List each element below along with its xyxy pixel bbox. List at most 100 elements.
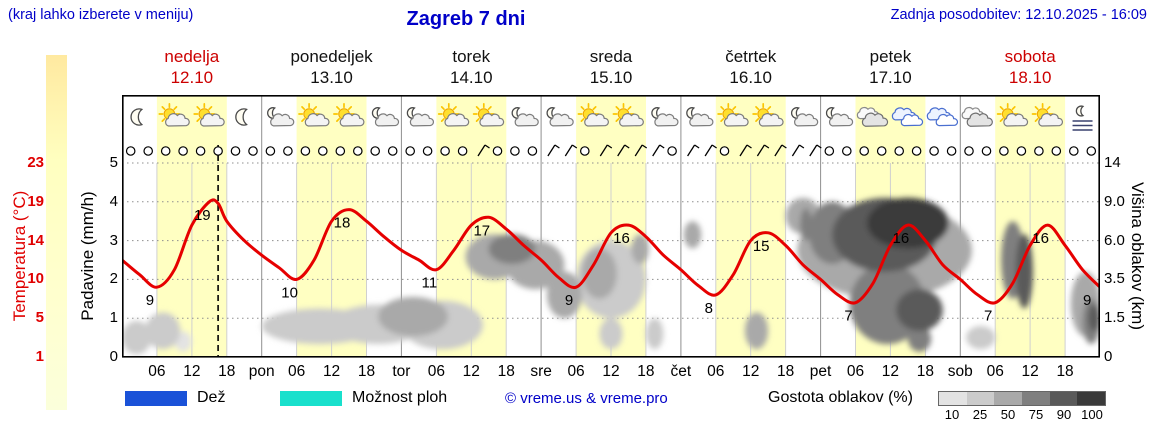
day-name: petek bbox=[869, 47, 912, 66]
x-hour-label: 06 bbox=[148, 363, 166, 380]
cloud-density-label: Gostota oblakov (%) bbox=[768, 389, 913, 406]
weather-icon bbox=[130, 108, 144, 126]
wind-calm-symbol bbox=[964, 146, 974, 156]
weather-icon bbox=[651, 107, 679, 127]
weather-icon bbox=[577, 103, 609, 127]
wind-calm-symbol bbox=[667, 146, 677, 156]
day-date: 14.10 bbox=[450, 68, 493, 87]
temperature-value-label: 11 bbox=[422, 275, 438, 292]
x-hour-label: 18 bbox=[777, 363, 795, 380]
wind-calm-symbol bbox=[422, 146, 433, 156]
wind-calm-symbol bbox=[230, 146, 241, 156]
day-name: ponedeljek bbox=[290, 47, 373, 66]
cloud-tick: 0 bbox=[1104, 348, 1113, 365]
precip-tick: 4 bbox=[109, 192, 118, 210]
wind-calm-symbol bbox=[178, 146, 188, 156]
copyright-link[interactable]: © vreme.us & vreme.pro bbox=[505, 390, 668, 407]
day-date: 18.10 bbox=[1008, 68, 1052, 87]
wind-calm-symbol bbox=[946, 146, 957, 156]
wind-calm-symbol bbox=[824, 146, 835, 156]
wind-calm-symbol bbox=[894, 146, 904, 156]
temperature-value-label: 9 bbox=[1083, 292, 1091, 309]
temperature-value-label: 9 bbox=[146, 292, 154, 309]
temperature-value-label: 10 bbox=[281, 284, 298, 301]
weather-icon bbox=[1031, 103, 1064, 127]
day-name: nedelja bbox=[164, 47, 220, 66]
wind-calm-symbol bbox=[387, 146, 398, 156]
weather-icon bbox=[891, 107, 924, 127]
x-day-label: sob bbox=[947, 363, 973, 380]
x-day-label: tor bbox=[392, 363, 411, 380]
wind-calm-symbol bbox=[213, 146, 223, 156]
wind-barb-symbol bbox=[774, 144, 787, 157]
wind-calm-symbol bbox=[1086, 146, 1097, 156]
density-scale-segment bbox=[1022, 392, 1050, 405]
x-hour-label: 06 bbox=[427, 363, 445, 380]
wind-calm-symbol bbox=[1016, 146, 1027, 156]
density-scale-segment bbox=[939, 392, 967, 405]
weather-icon bbox=[158, 103, 190, 127]
weather-icon bbox=[333, 103, 365, 127]
x-hour-label: 18 bbox=[497, 363, 515, 380]
temperature-value-label: 16 bbox=[893, 230, 910, 247]
wind-calm-symbol bbox=[981, 146, 992, 156]
wind-calm-symbol bbox=[405, 146, 415, 156]
precip-tick: 1 bbox=[109, 309, 118, 327]
weather-icon bbox=[511, 107, 539, 127]
weather-icon bbox=[546, 107, 574, 127]
wind-calm-symbol bbox=[457, 146, 468, 156]
temperature-value-label: 7 bbox=[844, 308, 852, 325]
wind-calm-symbol bbox=[125, 146, 136, 156]
precip-tick: 3 bbox=[109, 231, 118, 249]
cloud-layer bbox=[122, 197, 1100, 355]
cloud-density-scale bbox=[938, 391, 1106, 406]
x-hour-label: 06 bbox=[986, 363, 1004, 380]
wind-calm-symbol bbox=[911, 146, 922, 156]
temperature-value-label: 17 bbox=[473, 222, 490, 239]
wind-calm-symbol bbox=[510, 146, 520, 156]
wind-barb-symbol bbox=[634, 144, 648, 157]
weather-icon bbox=[298, 103, 330, 127]
temperature-axis-label: Temperatura (°C) bbox=[10, 190, 29, 322]
wind-barb-symbol bbox=[756, 144, 770, 157]
day-header: sreda 15.10 bbox=[590, 46, 633, 88]
temperature-value-label: 19 bbox=[194, 207, 211, 224]
temperature-value-label: 16 bbox=[613, 230, 630, 247]
density-tick-label: 90 bbox=[1056, 407, 1072, 422]
wind-calm-symbol bbox=[876, 146, 887, 156]
cloud-tick: 6.0 bbox=[1104, 231, 1125, 249]
temp-tick: 14 bbox=[27, 231, 44, 249]
day-header: petek 17.10 bbox=[869, 46, 912, 88]
wind-calm-symbol bbox=[353, 146, 363, 156]
wind-calm-symbol bbox=[160, 146, 171, 156]
density-scale-segment bbox=[966, 392, 995, 405]
x-day-label: čet bbox=[670, 363, 692, 380]
cloud-tick: 9.0 bbox=[1104, 192, 1125, 210]
density-tick-label: 50 bbox=[1000, 407, 1016, 422]
density-tick-label: 10 bbox=[944, 407, 960, 422]
day-name: sobota bbox=[1004, 47, 1056, 66]
day-header: torek 14.10 bbox=[450, 46, 493, 88]
x-hour-label: 06 bbox=[288, 363, 306, 380]
wind-calm-symbol bbox=[999, 146, 1009, 156]
wind-calm-symbol bbox=[440, 146, 450, 156]
rain-legend-label: Dež bbox=[197, 389, 226, 406]
precip-tick: 2 bbox=[109, 270, 118, 288]
temperature-value-label: 8 bbox=[705, 300, 713, 317]
wind-barb-symbol bbox=[791, 144, 805, 157]
day-name: torek bbox=[452, 47, 491, 66]
x-hour-label: 12 bbox=[462, 363, 480, 380]
day-date: 16.10 bbox=[729, 68, 772, 87]
density-scale-segment bbox=[994, 392, 1023, 405]
wind-calm-symbol bbox=[195, 146, 206, 156]
weather-icon bbox=[791, 107, 819, 127]
wind-calm-symbol bbox=[335, 146, 346, 156]
temp-tick: 23 bbox=[27, 154, 44, 171]
last-updated: Zadnja posodobitev: 12.10.2025 - 16:09 bbox=[890, 7, 1147, 23]
x-hour-label: 06 bbox=[707, 363, 725, 380]
x-hour-label: 18 bbox=[218, 363, 236, 380]
wind-barb-symbol bbox=[477, 144, 490, 157]
density-scale-segment bbox=[1049, 392, 1078, 405]
temperature-value-label: 16 bbox=[1032, 230, 1049, 247]
